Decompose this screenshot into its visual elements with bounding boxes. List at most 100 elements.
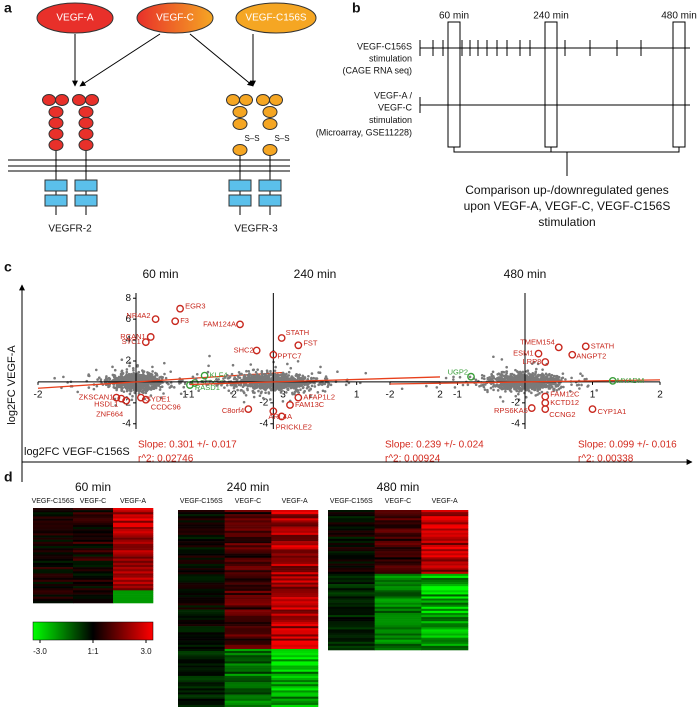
background-point	[480, 376, 484, 380]
gene-label: SYDE1	[146, 395, 171, 404]
heatmap-cell	[113, 531, 154, 534]
heatmap-cell	[374, 584, 422, 587]
heatmap-cell	[178, 576, 225, 579]
heatmap-cell	[178, 680, 225, 683]
background-point	[249, 363, 253, 366]
heatmap-cell	[224, 595, 272, 598]
heatmap-cell	[73, 584, 114, 587]
gene-point	[541, 392, 550, 401]
heatmap-cell	[421, 635, 469, 638]
background-point	[229, 383, 233, 387]
heatmap-cell	[113, 560, 154, 564]
heatmap-cell	[328, 639, 375, 643]
heatmap-cell	[113, 569, 154, 572]
heatmap-cell	[178, 512, 225, 515]
heatmap-cell	[224, 549, 272, 552]
heatmap-cell	[328, 573, 375, 577]
background-point	[144, 384, 148, 387]
heatmap-cell	[271, 628, 319, 631]
heatmap-cell	[178, 605, 225, 608]
background-point	[425, 384, 428, 388]
background-point	[245, 369, 248, 373]
background-point	[253, 387, 256, 390]
background-point	[278, 373, 282, 377]
background-point	[120, 388, 123, 391]
background-point	[536, 374, 540, 377]
heatmap-cell	[271, 532, 319, 536]
background-point	[295, 386, 298, 389]
heatmap-cell	[73, 565, 114, 568]
y-tick-label: -4	[259, 418, 268, 429]
heatmap-cell	[224, 663, 272, 666]
background-point	[259, 391, 263, 395]
heatmap-cell	[33, 529, 74, 532]
heatmap-cell	[328, 635, 375, 638]
background-point	[291, 383, 294, 387]
gene-point	[541, 398, 550, 407]
heatmap-cell	[224, 611, 272, 614]
slope-label: Slope: 0.301 +/- 0.017	[138, 440, 237, 451]
background-point	[533, 387, 536, 390]
heatmap-cell	[328, 580, 375, 583]
heatmap-cell	[178, 584, 225, 588]
heatmap-cell	[178, 677, 225, 681]
heatmap-cell	[224, 669, 272, 673]
background-point	[517, 377, 521, 381]
gene-point	[141, 338, 150, 347]
heatmap-cell	[113, 581, 154, 585]
heatmap-cell	[73, 543, 114, 547]
background-point	[142, 391, 145, 395]
heatmap-cell	[113, 562, 154, 566]
heatmap-cell	[224, 617, 272, 621]
heatmap-cell	[271, 675, 319, 679]
heatmap-cell	[421, 637, 469, 641]
background-point	[158, 388, 162, 391]
heatmap-cell	[271, 605, 319, 608]
heatmap-cell	[178, 574, 225, 577]
heatmap-cell	[224, 640, 272, 644]
background-point	[223, 376, 227, 379]
background-point	[260, 375, 263, 379]
heatmap-cell	[224, 536, 272, 540]
time-box	[672, 21, 686, 148]
heatmap-cell	[113, 508, 154, 511]
heatmap-cell	[178, 667, 225, 670]
x-tick-label: 3	[280, 390, 286, 401]
background-point	[546, 384, 549, 388]
background-point	[541, 385, 545, 389]
heatmap-cell	[33, 512, 74, 515]
heatmap-cell	[33, 514, 74, 517]
background-point	[540, 390, 544, 394]
heatmap-cell	[224, 646, 272, 650]
heatmap-cell	[178, 634, 225, 637]
heatmap-cell	[224, 700, 272, 704]
gene-label: UGP2	[448, 368, 468, 377]
ig-domain	[48, 117, 64, 129]
background-point	[461, 383, 465, 387]
background-point	[509, 390, 513, 393]
heatmap-cell	[224, 655, 272, 658]
heatmap-cell	[178, 565, 225, 569]
background-point	[225, 383, 229, 387]
heatmap-cell	[421, 555, 469, 558]
gene-label: CYP1A1	[598, 407, 627, 416]
heatmap-cell	[224, 696, 272, 700]
heatmap-cell	[374, 641, 422, 645]
heatmap-cell	[224, 551, 272, 554]
y-tick-label: 2	[125, 356, 131, 367]
background-point	[453, 386, 457, 389]
background-point	[483, 383, 487, 386]
heatmap-cell	[271, 688, 319, 691]
heatmap-cell	[271, 561, 319, 565]
heatmap-cell	[73, 562, 114, 566]
background-point	[524, 395, 528, 399]
background-point	[506, 384, 509, 388]
gene-label: AFAP1L2	[303, 393, 335, 402]
heatmap-cell	[73, 596, 114, 600]
heatmap-cell	[328, 555, 375, 558]
heatmap-cell	[328, 536, 375, 540]
background-point	[154, 377, 157, 380]
background-point	[281, 400, 285, 403]
background-point	[115, 387, 119, 390]
heatmap-cell	[271, 632, 319, 635]
